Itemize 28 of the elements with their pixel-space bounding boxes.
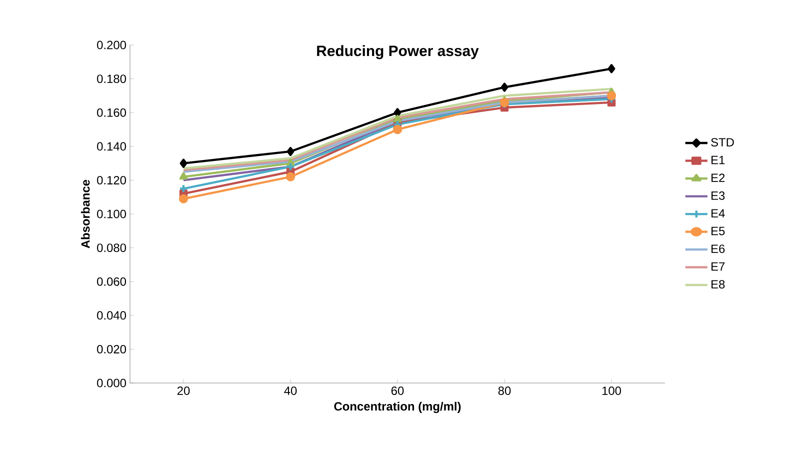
x-tick-label: 60 xyxy=(391,386,404,395)
y-tick-label: 0.000 xyxy=(97,378,126,388)
y-tick-label: 0.140 xyxy=(97,142,126,151)
y-tick-label: 0.040 xyxy=(97,311,126,320)
y-tick-label: 0.100 xyxy=(97,210,126,218)
x-tick-label: 80 xyxy=(498,386,511,395)
y-axis-title: Absorbance xyxy=(80,180,90,248)
legend-label: STD xyxy=(711,138,734,147)
legend-label: E1 xyxy=(712,156,725,164)
legend-label: E5 xyxy=(712,226,725,236)
x-tick-label: 100 xyxy=(602,386,622,395)
y-tick-label: 0.060 xyxy=(97,277,126,286)
y-tick-label: 0.180 xyxy=(97,74,126,84)
y-tick-label: 0.120 xyxy=(97,176,126,184)
y-tick-label: 0.160 xyxy=(97,108,126,117)
legend-label: E2 xyxy=(712,174,725,182)
y-tick-label: 0.200 xyxy=(97,40,126,50)
y-tick-label: 0.020 xyxy=(97,344,126,354)
legend-label: E7 xyxy=(712,262,725,271)
y-tick-label: 0.080 xyxy=(97,244,126,252)
x-tick-label: 20 xyxy=(177,386,190,395)
legend-label: E8 xyxy=(712,280,725,289)
legend-label: E6 xyxy=(712,244,725,254)
x-tick-label: 40 xyxy=(284,386,297,395)
legend-label: E4 xyxy=(712,209,725,218)
chart-title: Reducing Power assay xyxy=(317,45,479,60)
x-axis-title: Concentration (mg/ml) xyxy=(334,402,461,414)
legend-label: E3 xyxy=(712,191,725,200)
